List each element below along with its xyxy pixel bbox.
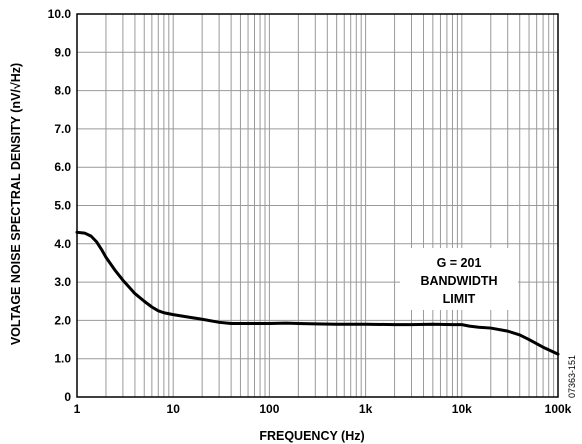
y-tick-label: 5.0 [54,199,71,213]
y-tick-label: 4.0 [54,237,71,251]
x-axis-title: FREQUENCY (Hz) [259,429,364,443]
x-tick-label: 1k [359,402,373,416]
y-tick-label: 8.0 [54,84,71,98]
y-tick-label: 0 [64,390,71,404]
y-tick-label: 2.0 [54,313,71,327]
y-axis-title: VOLTAGE NOISE SPECTRAL DENSITY (nV/√Hz) [9,63,23,345]
x-tick-label: 10k [452,402,472,416]
x-tick-label: 1 [74,402,81,416]
figure-code: 07363-151 [567,355,577,398]
noise-density-line [75,230,560,356]
annotation-gain: G = 201 [437,256,482,270]
annotation-limit: LIMIT [443,292,476,306]
x-tick-label: 100 [259,402,279,416]
y-tick-label: 6.0 [54,160,71,174]
y-tick-label: 10.0 [48,7,72,21]
grid [77,14,558,397]
y-tick-label: 3.0 [54,275,71,289]
annotation-box [400,248,518,310]
annotation-bandwidth: BANDWIDTH [420,274,497,288]
y-tick-label: 1.0 [54,352,71,366]
x-tick-label: 100k [545,402,572,416]
y-tick-label: 7.0 [54,122,71,136]
plot-frame [76,13,559,398]
y-tick-label: 9.0 [54,45,71,59]
x-tick-label: 10 [167,402,181,416]
tick-labels: 0 1.0 2.0 3.0 4.0 5.0 6.0 7.0 8.0 9.0 10.0 1 10 100 1k… [48,7,572,416]
